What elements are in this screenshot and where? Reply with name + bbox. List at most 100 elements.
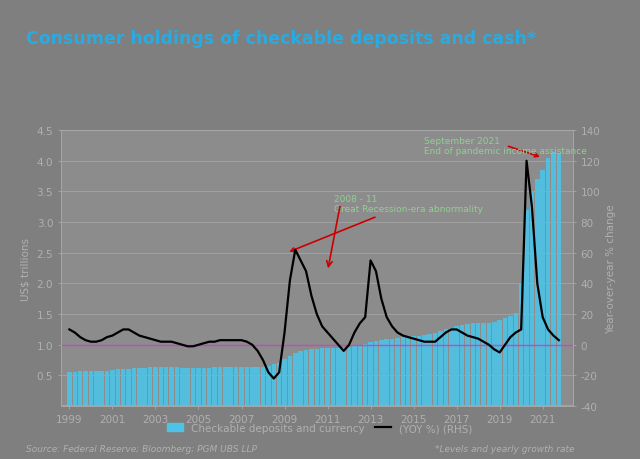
Legend: Checkable deposits and currency, (YOY %) (RHS): Checkable deposits and currency, (YOY %)… [167,423,473,433]
Bar [137,368,141,406]
Bar [105,371,109,406]
Bar [282,360,287,406]
Bar [444,329,448,406]
Bar [412,336,416,406]
Bar [390,339,394,406]
Bar [433,333,437,406]
Bar [266,366,271,406]
Bar [460,325,464,406]
Bar [406,336,410,406]
Bar [212,368,217,406]
Bar [422,335,427,406]
Bar [417,336,421,406]
Bar [374,341,378,406]
Bar [94,371,99,406]
Bar [228,368,233,406]
Bar [202,368,206,406]
Bar [540,171,545,406]
Bar [207,368,211,406]
Bar [336,349,340,406]
Bar [428,335,432,406]
Bar [358,345,362,406]
Bar [309,349,314,406]
Bar [271,364,276,406]
Text: 2008 - 11
Great Recession-era abnormality: 2008 - 11 Great Recession-era abnormalit… [291,195,483,252]
Y-axis label: Year-over-year % change: Year-over-year % change [605,204,616,333]
Bar [465,324,470,406]
Bar [396,338,400,406]
Bar [287,356,292,406]
Bar [164,368,168,406]
Bar [78,371,83,406]
Bar [352,346,356,406]
Bar [234,368,238,406]
Text: *Levels and yearly growth rate: *Levels and yearly growth rate [435,444,575,453]
Bar [159,368,163,406]
Bar [143,368,147,406]
Text: Consumer holdings of checkable deposits and cash*: Consumer holdings of checkable deposits … [26,30,536,48]
Bar [180,368,184,406]
Bar [492,322,497,406]
Bar [314,349,319,406]
Bar [379,340,383,406]
Bar [385,340,389,406]
Bar [110,370,115,406]
Bar [89,371,93,406]
Bar [551,152,556,406]
Bar [99,371,104,406]
Bar [67,372,72,406]
Bar [331,349,335,406]
Bar [497,320,502,406]
Bar [72,372,77,406]
Bar [535,180,540,406]
Text: September 2021
End of pandemic income assistance: September 2021 End of pandemic income as… [424,136,588,157]
Bar [524,210,529,406]
Bar [239,368,244,406]
Bar [277,364,282,406]
Bar [438,331,443,406]
Bar [470,323,475,406]
Bar [153,368,157,406]
Bar [170,368,174,406]
Bar [401,337,405,406]
Bar [503,319,508,406]
Bar [304,350,308,406]
Bar [454,327,459,406]
Bar [132,368,136,406]
Bar [175,368,179,406]
Y-axis label: US$ trillions: US$ trillions [21,237,31,300]
Bar [363,344,367,406]
Bar [557,154,561,406]
Bar [223,368,228,406]
Text: Source: Federal Reserve; Bloomberg; PGM UBS LLP: Source: Federal Reserve; Bloomberg; PGM … [26,444,257,453]
Bar [121,369,125,406]
Bar [476,323,481,406]
Bar [196,368,201,406]
Bar [298,351,303,406]
Bar [83,371,88,406]
Bar [369,342,373,406]
Bar [341,348,346,406]
Bar [126,369,131,406]
Bar [347,347,351,406]
Bar [320,349,324,406]
Bar [191,368,195,406]
Bar [116,369,120,406]
Bar [519,284,524,406]
Bar [186,368,190,406]
Bar [244,368,249,406]
Bar [148,368,152,406]
Bar [486,323,491,406]
Bar [508,316,513,406]
Bar [260,367,265,406]
Bar [513,314,518,406]
Bar [255,368,260,406]
Bar [449,328,454,406]
Bar [325,349,330,406]
Bar [530,192,534,406]
Bar [546,158,550,406]
Bar [293,353,298,406]
Bar [481,323,486,406]
Bar [218,368,222,406]
Bar [250,368,255,406]
